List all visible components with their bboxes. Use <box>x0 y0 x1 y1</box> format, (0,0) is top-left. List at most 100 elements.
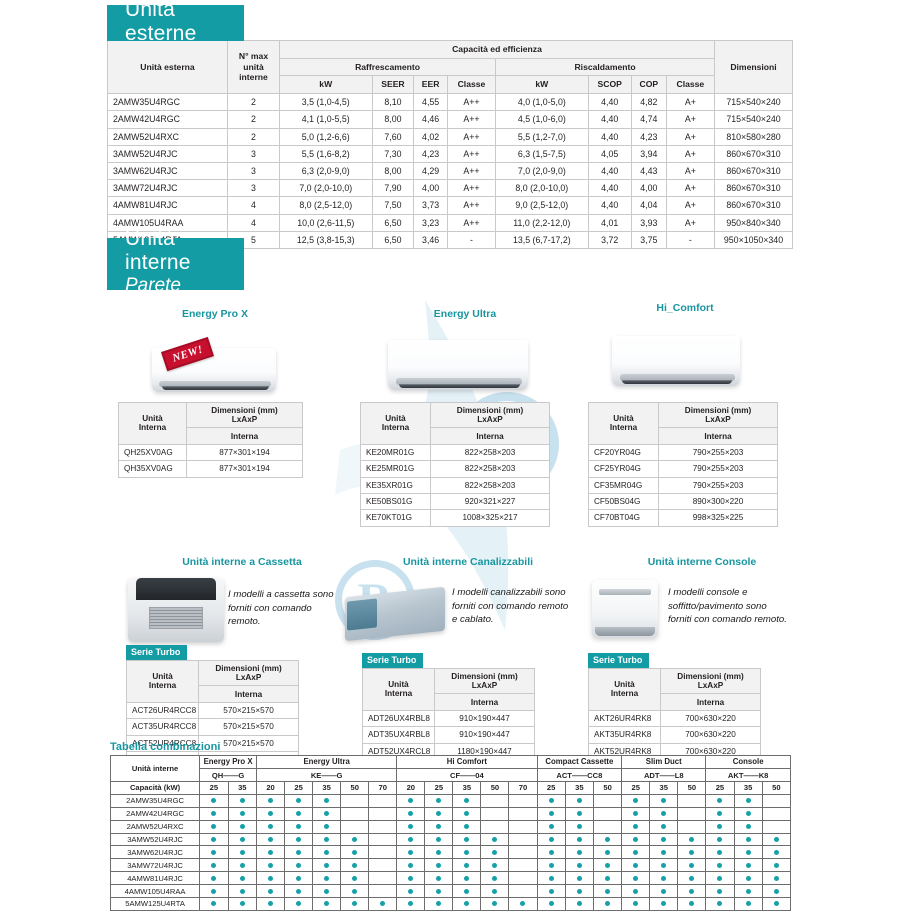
combo-dot-on <box>452 832 482 847</box>
header-interna: Interna <box>660 693 761 711</box>
combo-row-model: 3AMW52U4RJC <box>109 832 201 847</box>
compatibility-dot-icon <box>773 875 779 881</box>
combo-row-model: 2AMW52U4RXC <box>109 819 201 834</box>
combo-dot-off <box>368 819 398 834</box>
combo-dot-on <box>396 793 426 808</box>
compatibility-dot-icon <box>548 836 554 842</box>
compatibility-dot-icon <box>211 849 217 855</box>
combo-row: 2AMW52U4RXC <box>109 819 792 834</box>
cell-dimensions: 1008×325×217 <box>430 509 550 527</box>
compatibility-dot-icon <box>492 836 498 842</box>
combo-dot-on <box>536 793 566 808</box>
compatibility-dot-icon <box>268 836 274 842</box>
combo-dot-on <box>452 858 482 873</box>
cell-scop: 3,72 <box>587 230 632 249</box>
combo-dot-on <box>621 819 651 834</box>
header-indoor-unit: Unità Interna <box>588 668 661 711</box>
cell-dim: 950×840×340 <box>714 213 793 232</box>
combo-dot-on <box>761 858 792 873</box>
combo-dot-on <box>256 845 286 860</box>
combo-dot-on <box>284 819 314 834</box>
combo-dot-on <box>733 845 763 860</box>
table-row: KE50BS01G 920×321×227 <box>360 492 550 511</box>
combo-dot-on <box>312 871 342 886</box>
cell-c-kw: 3,5 (1,0-4,5) <box>279 93 373 112</box>
compatibility-dot-icon <box>717 811 723 817</box>
compatibility-dot-icon <box>352 875 358 881</box>
combo-dot-on <box>284 806 314 821</box>
product-title-energy-ultra: Energy Ultra <box>433 308 497 320</box>
table-row: CF25YR04G 790×255×203 <box>588 460 778 478</box>
product-title-energy-pro-x: Energy Pro X <box>182 308 248 320</box>
compatibility-dot-icon <box>239 836 245 842</box>
cell-h-kw: 13,5 (6,7-17,2) <box>495 230 589 249</box>
table-row: 2AMW35U4RGC 2 3,5 (1,0-4,5) 8,10 4,55 A++ 4,0 … <box>107 93 793 112</box>
product-photo-ducted <box>345 586 445 642</box>
cell-scop: 4,40 <box>587 161 632 181</box>
header-seer: SEER <box>371 75 415 95</box>
combo-dot-on <box>424 845 454 860</box>
cell-scop: 4,40 <box>587 93 632 112</box>
compatibility-dot-icon <box>296 836 302 842</box>
combo-dot-on <box>424 793 454 808</box>
combo-dot-on <box>592 871 623 886</box>
combo-dot-on <box>284 793 314 808</box>
combo-dot-on <box>508 897 538 911</box>
combo-dot-on <box>340 871 370 886</box>
compatibility-dot-icon <box>464 862 470 868</box>
combo-dot-off <box>677 819 707 834</box>
header-dimensions: Dimensioni (mm) LxAxP <box>658 401 778 429</box>
combo-dot-on <box>396 897 426 911</box>
combo-code-energy-ultra: KE——G <box>256 768 398 783</box>
compatibility-dot-icon <box>492 849 498 855</box>
combo-dot-on <box>733 793 763 808</box>
cell-model: 2AMW52U4RXC <box>107 127 228 146</box>
table-header-row: Unità Interna Dimensioni (mm) LxAxP <box>118 401 303 445</box>
table-row: AKT35UR4RK8 700×630×220 <box>588 726 761 744</box>
cell-h-kw: 11,0 (2,2-12,0) <box>495 213 589 232</box>
combo-dot-on <box>368 897 398 911</box>
header-interna: Interna <box>186 427 303 445</box>
combo-capacity-50: 50 <box>761 781 792 795</box>
combo-capacity-35: 35 <box>227 781 258 795</box>
cell-c-kw: 4,1 (1,0-5,5) <box>279 110 373 129</box>
table-row: KE70KT01G 1008×325×217 <box>360 509 550 527</box>
combo-dot-on <box>621 793 651 808</box>
combo-dot-on <box>649 845 679 860</box>
compatibility-dot-icon <box>464 836 470 842</box>
header-interna: Interna <box>658 427 778 445</box>
header-dimensions: Dimensioni <box>714 39 793 95</box>
compatibility-dot-icon <box>464 901 470 907</box>
combo-dot-on <box>284 884 314 899</box>
cell-c-class: - <box>446 230 497 249</box>
combo-dot-on <box>649 871 679 886</box>
table-header-row: Unità Interna Dimensioni (mm) LxAxP <box>360 401 550 445</box>
compatibility-dot-icon <box>211 811 217 817</box>
combo-dot-on <box>424 858 454 873</box>
compatibility-dot-icon <box>576 798 582 804</box>
combo-dot-on <box>733 819 763 834</box>
combo-dot-off <box>368 858 398 873</box>
combo-dot-off <box>368 806 398 821</box>
cell-h-class: A+ <box>665 161 716 181</box>
combo-capacity-35: 35 <box>733 781 763 795</box>
compatibility-dot-icon <box>464 798 470 804</box>
cell-c-class: A++ <box>446 161 497 181</box>
cell-seer: 7,50 <box>371 196 415 215</box>
combo-capacity-35: 35 <box>649 781 679 795</box>
cell-eer: 4,23 <box>413 144 448 163</box>
combo-dot-on <box>649 819 679 834</box>
note-ducted: I modelli canalizzabili sono forniti con… <box>452 587 569 626</box>
header-dimensions: Dimensioni (mm) LxAxP <box>660 667 761 695</box>
cell-c-class: A++ <box>446 127 497 146</box>
combo-dot-on <box>564 832 594 847</box>
header-capacity-efficiency: Capacità ed efficienza <box>279 40 715 59</box>
combo-group-energy-ultra: Energy Ultra <box>256 754 398 770</box>
combo-dot-on <box>424 884 454 899</box>
cell-dim: 715×540×240 <box>714 93 793 112</box>
combo-dot-on <box>649 897 679 911</box>
combo-dot-on <box>733 832 763 847</box>
combo-capacity-25: 25 <box>199 781 229 795</box>
compatibility-dot-icon <box>605 836 611 842</box>
cell-unit: KE35XR01G <box>360 476 431 494</box>
